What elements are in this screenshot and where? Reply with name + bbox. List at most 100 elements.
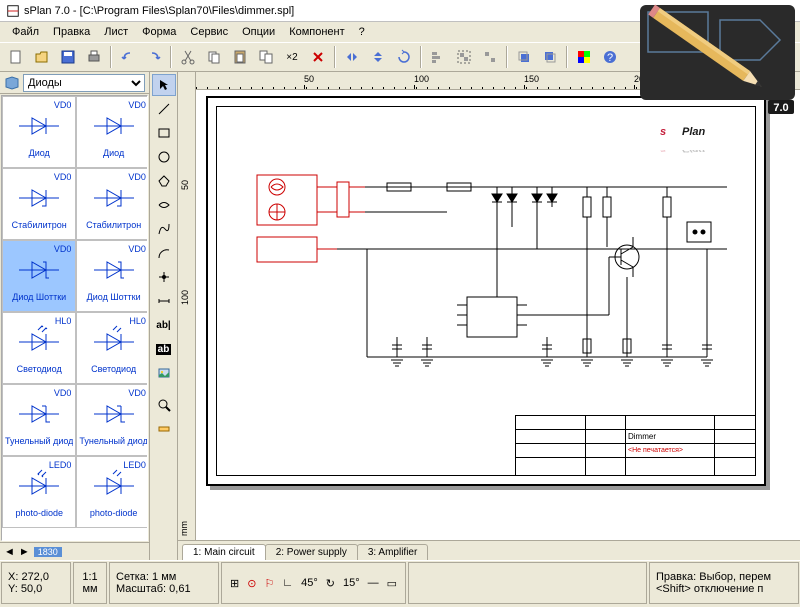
menu-sheet[interactable]: Лист bbox=[98, 24, 134, 40]
sheet-tabs: 1: Main circuit2: Power supply3: Amplifi… bbox=[178, 540, 800, 560]
rotate-button[interactable] bbox=[392, 45, 416, 69]
status-angle2: 15° bbox=[343, 577, 360, 589]
bezier-tool[interactable] bbox=[152, 218, 176, 240]
tool-tray: ab| ab bbox=[150, 72, 178, 560]
menu-component[interactable]: Компонент bbox=[283, 24, 350, 40]
vertical-ruler: mm 50100 bbox=[178, 90, 196, 540]
menu-file[interactable]: Файл bbox=[6, 24, 45, 40]
align-button[interactable] bbox=[426, 45, 450, 69]
arrow-right-icon[interactable]: ► bbox=[19, 546, 30, 558]
menu-help[interactable]: ? bbox=[353, 24, 371, 40]
menu-edit[interactable]: Правка bbox=[47, 24, 96, 40]
new-button[interactable] bbox=[4, 45, 28, 69]
redo-button[interactable] bbox=[142, 45, 166, 69]
line-tool[interactable] bbox=[152, 98, 176, 120]
status-coords: X: 272,0Y: 50,0 bbox=[1, 562, 71, 604]
select-tool[interactable] bbox=[152, 74, 176, 96]
palette-item[interactable]: VD0Диод Шоттки bbox=[2, 240, 76, 312]
palette-item[interactable]: VD0Диод Шоттки bbox=[76, 240, 148, 312]
palette-item[interactable]: HL0Светодиод bbox=[2, 312, 76, 384]
flip-h-button[interactable] bbox=[340, 45, 364, 69]
status-tools: ⊞ ⊙ ⚐ ∟ 45° ↻ 15° — ▭ bbox=[221, 562, 406, 604]
menu-form[interactable]: Форма bbox=[136, 24, 182, 40]
group-button[interactable] bbox=[452, 45, 476, 69]
cut-button[interactable] bbox=[176, 45, 200, 69]
library-selector-row: Диоды bbox=[0, 72, 149, 94]
drawing-canvas[interactable]: Dimmer <Не печатается> bbox=[196, 90, 800, 540]
circle-tool[interactable] bbox=[152, 146, 176, 168]
save-button[interactable] bbox=[56, 45, 80, 69]
rect-style-icon[interactable]: ▭ bbox=[387, 577, 397, 590]
svg-text:?: ? bbox=[607, 52, 613, 64]
arrow-left-icon[interactable]: ◄ bbox=[4, 546, 15, 558]
arc-tool[interactable] bbox=[152, 242, 176, 264]
canvas-area: 50100150200 mm 50100 bbox=[178, 72, 800, 560]
paste-button[interactable] bbox=[228, 45, 252, 69]
palette-item[interactable]: VD0Тунельный диод bbox=[2, 384, 76, 456]
rect-tool[interactable] bbox=[152, 122, 176, 144]
special-tool[interactable] bbox=[152, 194, 176, 216]
palette-item[interactable]: VD0Диод bbox=[2, 96, 76, 168]
title-block: Dimmer <Не печатается> bbox=[515, 415, 755, 475]
menu-options[interactable]: Опции bbox=[236, 24, 281, 40]
palette-item[interactable]: VD0Тунельный диод bbox=[76, 384, 148, 456]
main-area: Диоды VD0ДиодVD0ДиодVD0СтабилитронVD0Ста… bbox=[0, 72, 800, 560]
to-back-button[interactable] bbox=[538, 45, 562, 69]
flip-v-button[interactable] bbox=[366, 45, 390, 69]
zoom-tool[interactable] bbox=[152, 394, 176, 416]
x2-button[interactable]: ×2 bbox=[280, 45, 304, 69]
status-zoom: 1:1мм bbox=[73, 562, 107, 604]
palette-item[interactable]: VD0Диод bbox=[76, 96, 148, 168]
titleblock-project: Dimmer bbox=[626, 430, 715, 443]
line-style-icon[interactable]: — bbox=[368, 577, 379, 589]
duplicate-button[interactable] bbox=[254, 45, 278, 69]
text-bold-tool[interactable]: ab bbox=[152, 338, 176, 360]
copy-button[interactable] bbox=[202, 45, 226, 69]
status-grid: Сетка: 1 ммМасштаб: 0,61 bbox=[109, 562, 219, 604]
rotate-icon[interactable]: ↻ bbox=[326, 577, 335, 590]
node-tool[interactable] bbox=[152, 266, 176, 288]
status-angle1: 45° bbox=[301, 577, 318, 589]
palette-item[interactable]: VD0Стабилитрон bbox=[76, 168, 148, 240]
titlebar: sPlan 7.0 - [C:\Program Files\Splan70\Fi… bbox=[0, 0, 800, 22]
polygon-tool[interactable] bbox=[152, 170, 176, 192]
menubar: Файл Правка Лист Форма Сервис Опции Комп… bbox=[0, 22, 800, 42]
flag-icon[interactable]: ⚐ bbox=[264, 577, 274, 590]
bitmap-tool[interactable] bbox=[152, 362, 176, 384]
ungroup-button[interactable] bbox=[478, 45, 502, 69]
library-select[interactable]: Диоды bbox=[23, 74, 145, 92]
to-front-button[interactable] bbox=[512, 45, 536, 69]
component-palette: VD0ДиодVD0ДиодVD0СтабилитронVD0Стабилитр… bbox=[1, 95, 148, 541]
status-mode: Правка: Выбор, перем<Shift> отключение п bbox=[649, 562, 799, 604]
help-button[interactable]: ? bbox=[598, 45, 622, 69]
grid-icon[interactable]: ⊞ bbox=[230, 577, 239, 590]
sheet-tab[interactable]: 1: Main circuit bbox=[182, 544, 266, 560]
menu-service[interactable]: Сервис bbox=[184, 24, 234, 40]
print-button[interactable] bbox=[82, 45, 106, 69]
undo-button[interactable] bbox=[116, 45, 140, 69]
library-icon bbox=[4, 75, 20, 91]
sheet-frame: Dimmer <Не печатается> bbox=[206, 96, 766, 486]
delete-button[interactable] bbox=[306, 45, 330, 69]
measure-tool[interactable] bbox=[152, 418, 176, 440]
palette-item[interactable]: LED0photo-diode bbox=[2, 456, 76, 528]
angle-icon[interactable]: ∟ bbox=[282, 577, 293, 589]
palette-badge: 1830 bbox=[34, 547, 62, 557]
sheet-tab[interactable]: 2: Power supply bbox=[265, 544, 358, 560]
palette-item[interactable]: HL0Светодиод bbox=[76, 312, 148, 384]
palette-item[interactable]: LED0photo-diode bbox=[76, 456, 148, 528]
ruler-unit: mm bbox=[179, 521, 189, 536]
dimension-tool[interactable] bbox=[152, 290, 176, 312]
color-button[interactable] bbox=[572, 45, 596, 69]
schematic-drawing bbox=[247, 157, 747, 437]
open-button[interactable] bbox=[30, 45, 54, 69]
magnet-icon[interactable]: ⊙ bbox=[247, 577, 256, 590]
sheet-tab[interactable]: 3: Amplifier bbox=[357, 544, 428, 560]
window-title: sPlan 7.0 - [C:\Program Files\Splan70\Fi… bbox=[24, 5, 294, 17]
palette-item[interactable]: VD0Стабилитрон bbox=[2, 168, 76, 240]
main-toolbar: ×2 ? bbox=[0, 42, 800, 72]
text-tool[interactable]: ab| bbox=[152, 314, 176, 336]
horizontal-ruler: 50100150200 bbox=[178, 72, 800, 90]
titleblock-note: <Не печатается> bbox=[626, 444, 715, 457]
app-icon bbox=[6, 4, 20, 18]
